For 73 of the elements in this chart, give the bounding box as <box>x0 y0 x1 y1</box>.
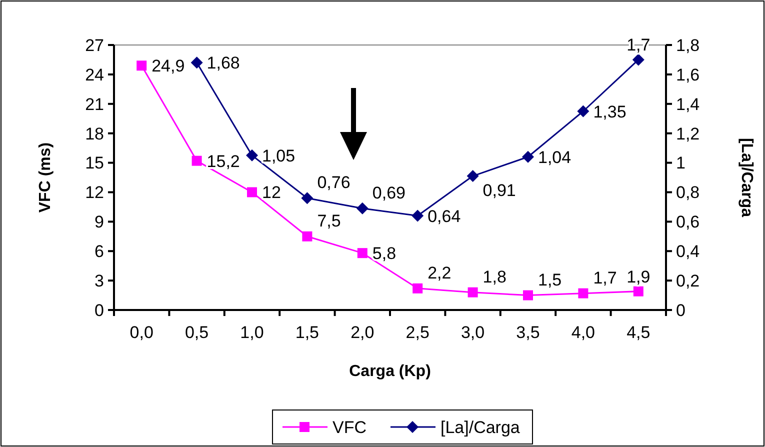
x-tick-label: 2,0 <box>350 323 374 342</box>
point <box>302 231 312 242</box>
point <box>357 248 368 258</box>
y2-axis-title: [La]/Carga <box>738 138 755 218</box>
legend-label: [La]/Carga <box>440 418 520 437</box>
y-tick-label: 3 <box>94 272 104 291</box>
data-label: 1,8 <box>482 267 506 286</box>
point <box>632 54 644 66</box>
x-tick-label: 0,0 <box>130 323 154 342</box>
x-tick-label: 2,5 <box>406 323 430 342</box>
point <box>247 187 257 198</box>
y-tick-label: 27 <box>85 36 104 55</box>
y-tick-label: 9 <box>94 212 104 232</box>
point <box>356 202 368 214</box>
data-label: 1,35 <box>593 102 626 122</box>
y2-tick-label: 0 <box>676 300 686 320</box>
x-tick-label: 0,5 <box>184 323 209 342</box>
data-label: 2,2 <box>428 263 452 282</box>
data-label: 0,64 <box>428 206 461 226</box>
x-tick-label: 3,5 <box>516 323 540 342</box>
point <box>190 56 203 69</box>
data-label: 1,5 <box>538 270 562 290</box>
point <box>192 156 202 166</box>
y2-tick-label: 0,6 <box>676 212 700 232</box>
data-label: 24,9 <box>152 56 185 76</box>
point <box>412 283 423 294</box>
point <box>633 286 644 296</box>
data-label: 12 <box>262 183 281 202</box>
data-label: 1,68 <box>206 54 240 73</box>
y2-tick-label: 0,2 <box>676 272 700 291</box>
data-label: 1,7 <box>593 268 617 288</box>
point <box>136 60 147 71</box>
y-tick-label: 0 <box>94 300 104 320</box>
data-label: 5,8 <box>372 244 396 264</box>
y-tick-label: 24 <box>85 65 104 84</box>
data-label: 0,76 <box>317 173 350 192</box>
x-tick-label: 1,5 <box>295 323 320 342</box>
y-tick-label: 15 <box>85 154 104 173</box>
y2-tick-label: 0,8 <box>676 183 700 202</box>
data-label: 7,5 <box>317 211 341 230</box>
data-label: 1,04 <box>538 148 572 167</box>
x-tick-label: 1,0 <box>240 323 264 342</box>
point <box>522 150 534 163</box>
y-tick-label: 6 <box>94 242 104 262</box>
y-axis-title: VFC (ms) <box>37 142 54 213</box>
data-label: 1,05 <box>262 146 296 166</box>
point <box>412 210 424 222</box>
point <box>301 192 314 204</box>
x-tick-label: 3,0 <box>460 323 485 342</box>
x-tick-label: 4,0 <box>571 323 596 342</box>
y2-tick-label: 1 <box>676 154 686 173</box>
y2-tick-label: 1,2 <box>676 124 700 144</box>
y2-tick-label: 1,8 <box>676 36 700 55</box>
data-label: 1,7 <box>626 36 650 55</box>
data-label: 0,69 <box>372 183 406 202</box>
x-axis-title: Carga (Kp) <box>349 363 431 380</box>
x-tick-label: 4,5 <box>626 323 650 342</box>
point <box>578 288 588 298</box>
legend-label: VFC <box>332 418 366 437</box>
y2-tick-label: 1,6 <box>676 65 700 84</box>
point <box>577 105 590 118</box>
point <box>466 170 479 182</box>
data-label: 15,2 <box>206 152 240 171</box>
point <box>523 290 533 300</box>
y-tick-label: 21 <box>85 94 104 114</box>
data-label: 1,9 <box>626 267 650 286</box>
point <box>468 287 478 298</box>
point <box>246 149 258 162</box>
y2-tick-label: 1,4 <box>676 94 700 114</box>
y-tick-label: 18 <box>85 124 104 144</box>
data-label: 0,91 <box>482 181 516 200</box>
y-tick-label: 12 <box>85 183 104 202</box>
y2-tick-label: 0,4 <box>676 242 700 262</box>
